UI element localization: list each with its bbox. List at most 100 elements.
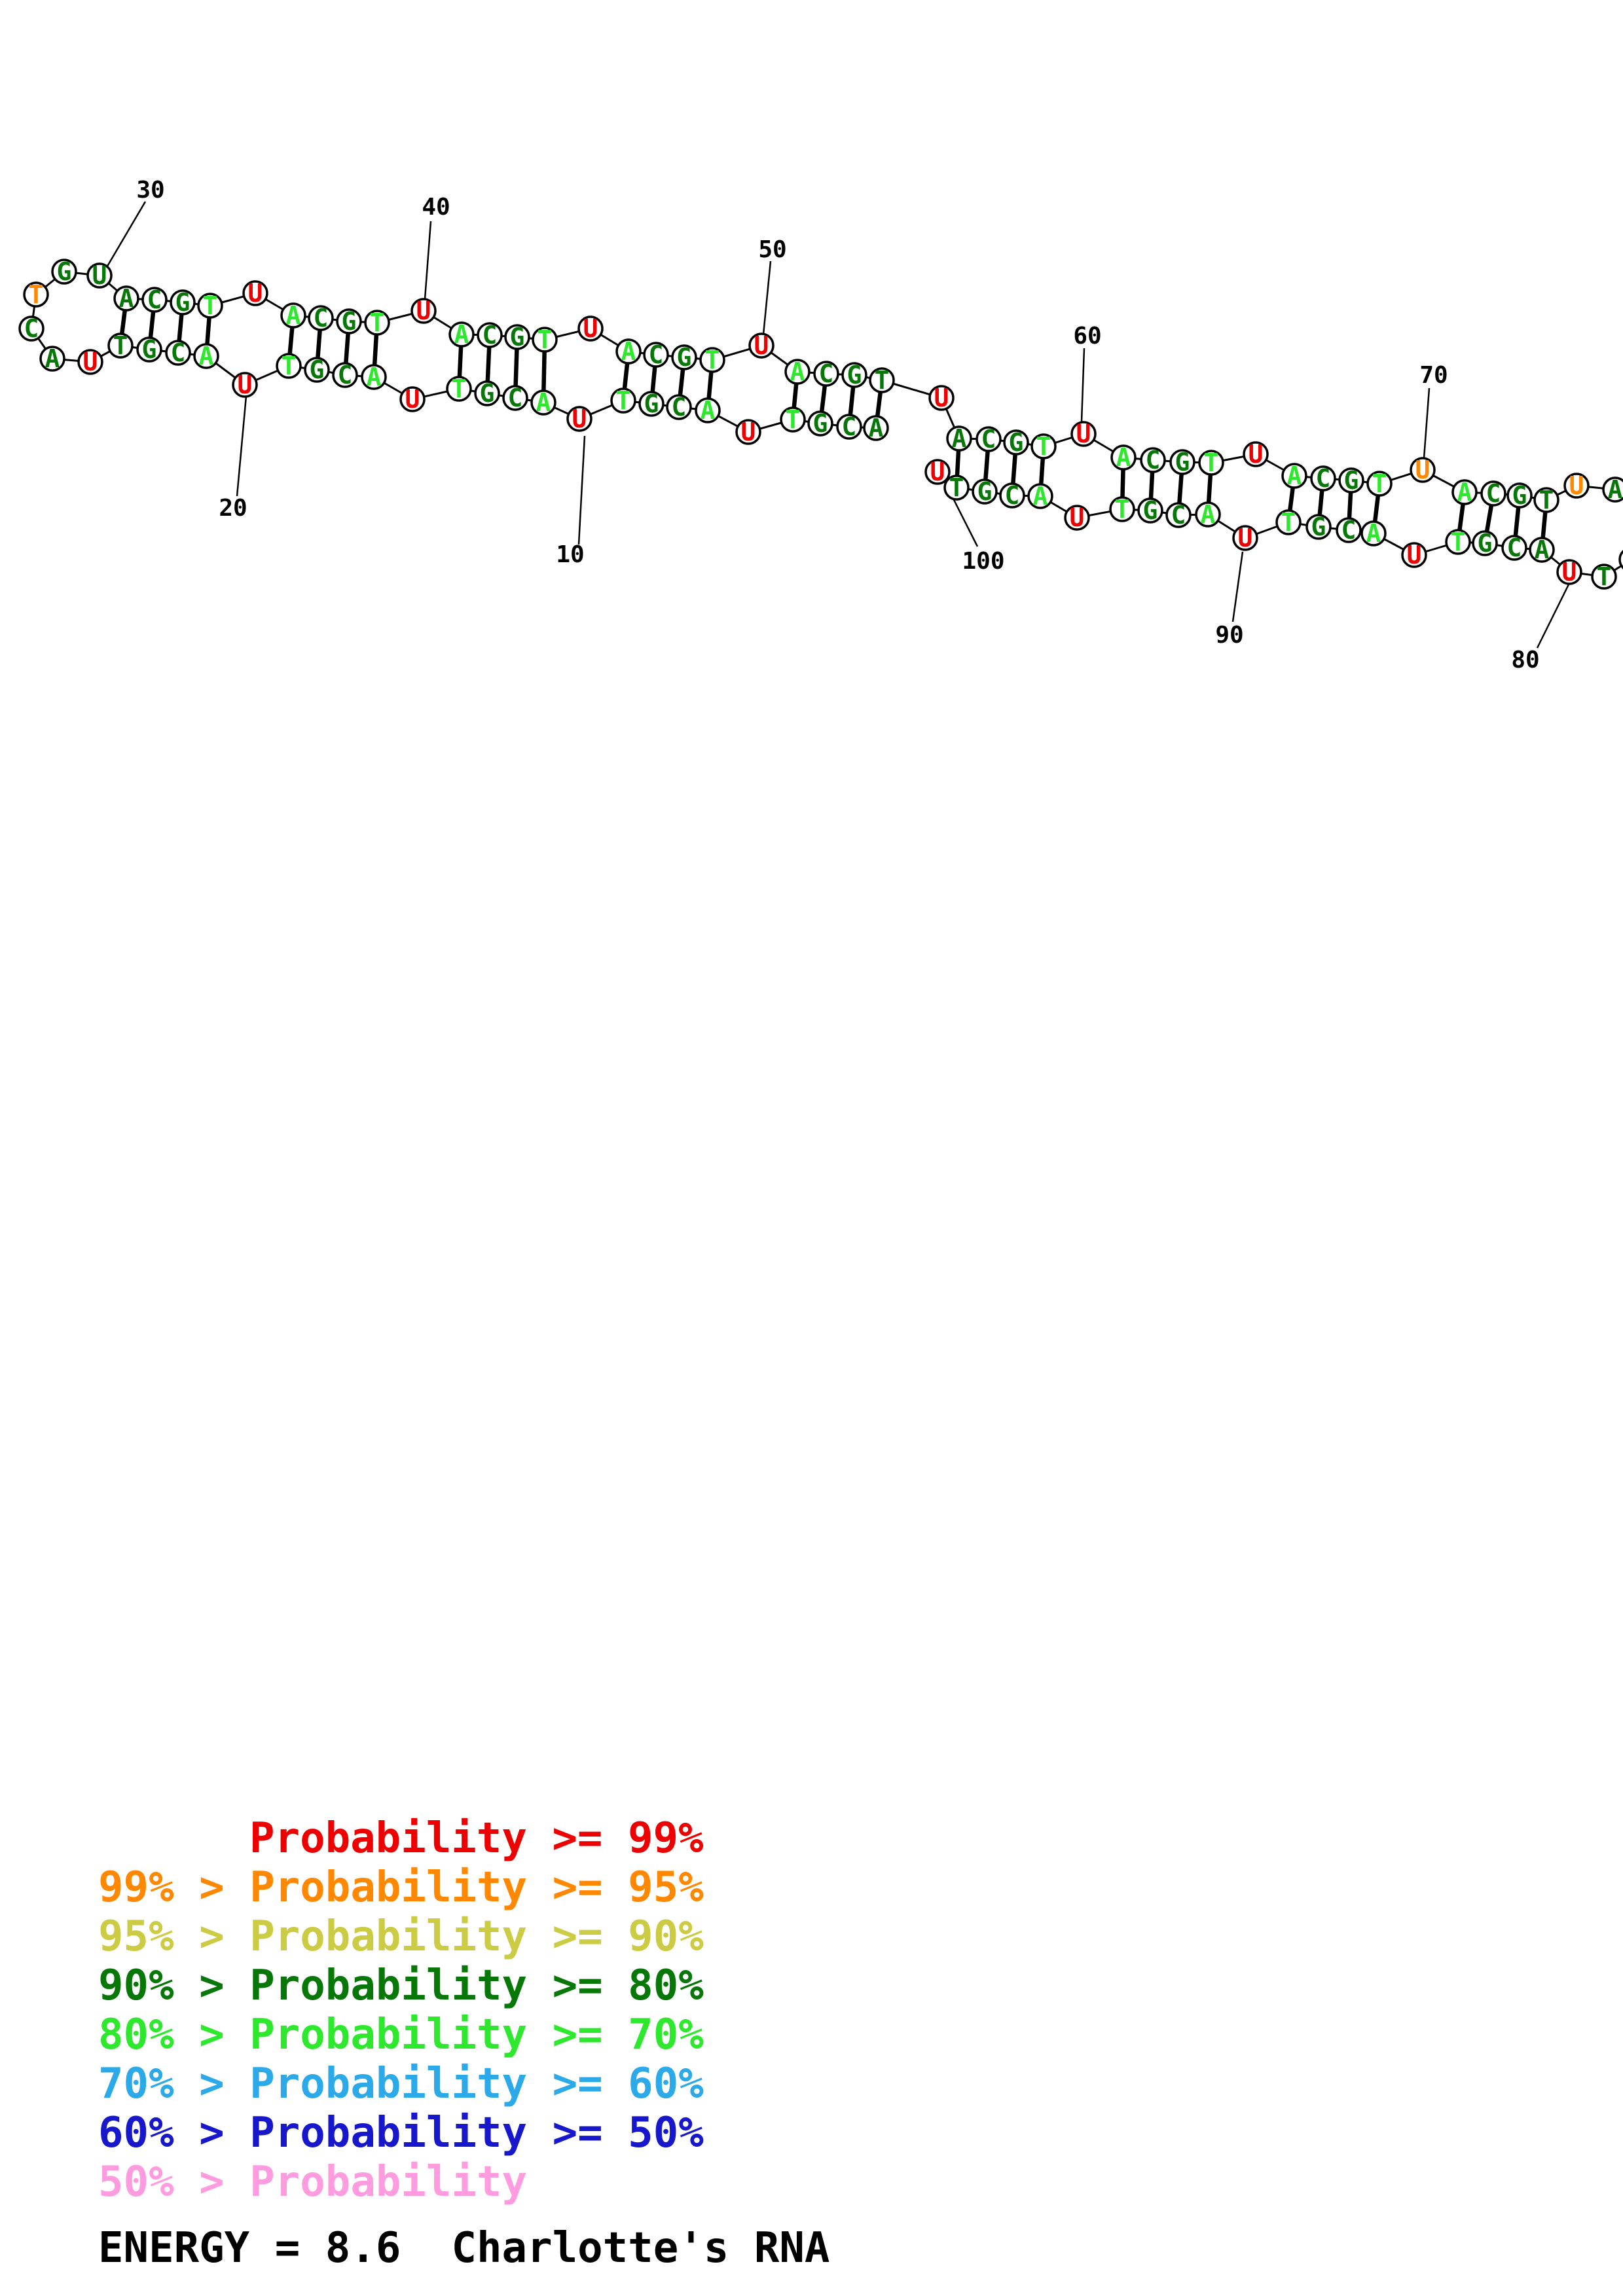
position-label-line-60 [1080,348,1085,422]
nucleotide-circle-21 [193,343,219,369]
nucleotide-letter-26: A [45,344,60,373]
nucleotide-letter-11: A [536,388,551,417]
nucleotide-circle-79 [1591,564,1617,590]
nucleotide-letter-8: G [644,389,659,418]
nucleotide-letter-73: G [1512,481,1527,510]
legend-line-below-50: 50% > Probability [98,2158,528,2206]
nucleotide-circle-96 [1027,483,1053,509]
nucleotide-circle-81 [1529,537,1555,563]
nucleotide-letter-20: U [238,370,253,399]
nucleotide-circle-55 [928,385,955,411]
position-label-line-80 [1536,584,1570,649]
nucleotide-circle-74 [1533,487,1559,513]
nucleotide-circle-45 [577,315,604,342]
nucleotide-letter-100: U [930,457,945,486]
nucleotide-letter-55: U [934,384,949,412]
nucleotide-letter-63: G [1175,448,1190,476]
nucleotide-letter-74: T [1539,486,1554,514]
position-label-line-10 [577,435,586,545]
nucleotide-circle-64 [1198,450,1224,476]
nucleotide-letter-50: U [754,331,769,360]
nucleotide-circle-57 [976,426,1002,452]
nucleotide-letter-1: A [869,414,884,442]
nucleotide-letter-14: T [452,374,467,403]
nucleotide-letter-93: G [1143,496,1158,525]
nucleotide-letter-9: T [616,386,631,415]
position-label-70: 70 [1419,362,1448,389]
nucleotide-circle-41 [448,321,475,348]
nucleotide-circle-76 [1602,476,1623,503]
nucleotide-circle-72 [1480,480,1506,507]
nucleotide-letter-38: G [342,307,357,336]
nucleotide-circle-56 [946,425,972,452]
nucleotide-letter-97: C [1005,481,1020,510]
nucleotide-circle-8 [638,391,665,417]
nucleotide-letter-53: G [847,361,862,389]
nucleotide-letter-24: T [113,331,128,360]
nucleotide-letter-37: C [314,304,329,332]
position-label-line-70 [1423,387,1431,459]
nucleotide-circle-46 [615,338,642,365]
nucleotide-letter-12: C [508,384,523,412]
position-label-line-50 [762,260,772,335]
nucleotide-circle-60 [1070,421,1097,447]
nucleotide-circle-24 [107,332,134,359]
nucleotide-circle-98 [972,478,998,505]
nucleotide-circle-66 [1281,463,1307,489]
nucleotide-circle-16 [361,364,387,390]
position-label-30: 30 [136,177,164,204]
nucleotide-circle-99 [943,475,970,501]
legend-line-95: 99% > Probability >= 95% [98,1863,704,1912]
nucleotide-circle-69 [1366,471,1393,497]
nucleotide-letter-13: G [480,379,495,408]
nucleotide-letter-92: C [1171,501,1186,529]
nucleotide-circle-13 [474,380,500,406]
nucleotide-circle-75 [1563,473,1590,499]
nucleotide-letter-43: G [510,323,525,351]
nucleotide-circle-97 [999,482,1025,509]
position-label-line-40 [424,221,432,300]
position-label-line-90 [1231,551,1244,622]
position-label-50: 50 [758,236,786,263]
position-label-80: 80 [1511,647,1539,673]
position-label-10: 10 [556,541,584,568]
nucleotide-letter-91: A [1201,500,1216,529]
nucleotide-circle-54 [869,367,895,393]
nucleotide-letter-89: T [1281,508,1296,537]
nucleotide-circle-85 [1401,542,1427,568]
nucleotide-circle-88 [1305,514,1332,540]
nucleotide-letter-57: C [981,425,996,454]
nucleotide-letter-46: A [621,337,636,366]
position-label-20: 20 [219,495,247,522]
nucleotide-letter-62: C [1146,446,1161,475]
nucleotide-circle-3 [807,410,833,437]
nucleotide-letter-7: C [672,393,687,422]
nucleotide-letter-65: U [1249,440,1264,469]
nucleotide-letter-44: T [538,325,553,354]
nucleotide-circle-38 [336,308,362,334]
nucleotide-letter-34: T [203,291,218,320]
nucleotide-circle-37 [308,305,334,331]
nucleotide-circle-84 [1445,529,1471,555]
legend-line-80: 90% > Probability >= 80% [98,1962,704,2010]
nucleotide-circle-11 [530,389,556,416]
legend-line-70: 80% > Probability >= 70% [98,2011,704,2059]
nucleotide-letter-72: C [1486,479,1501,508]
nucleotide-circle-80 [1556,559,1582,585]
nucleotide-circle-82 [1501,535,1527,561]
nucleotide-circle-29 [51,259,77,285]
nucleotide-letter-48: G [677,343,692,372]
nucleotide-letter-60: U [1076,420,1091,448]
nucleotide-circle-90 [1232,525,1258,551]
nucleotide-letter-59: T [1036,432,1051,461]
energy-text: ENERGY = 8.6 Charlotte's RNA [98,2224,830,2272]
nucleotide-letter-36: A [286,301,301,330]
position-label-90: 90 [1215,622,1243,649]
nucleotide-letter-2: C [842,412,857,441]
nucleotide-circle-17 [332,362,358,388]
nucleotide-circle-83 [1472,530,1498,556]
nucleotide-circle-73 [1506,482,1533,509]
nucleotide-circle-86 [1360,520,1387,547]
